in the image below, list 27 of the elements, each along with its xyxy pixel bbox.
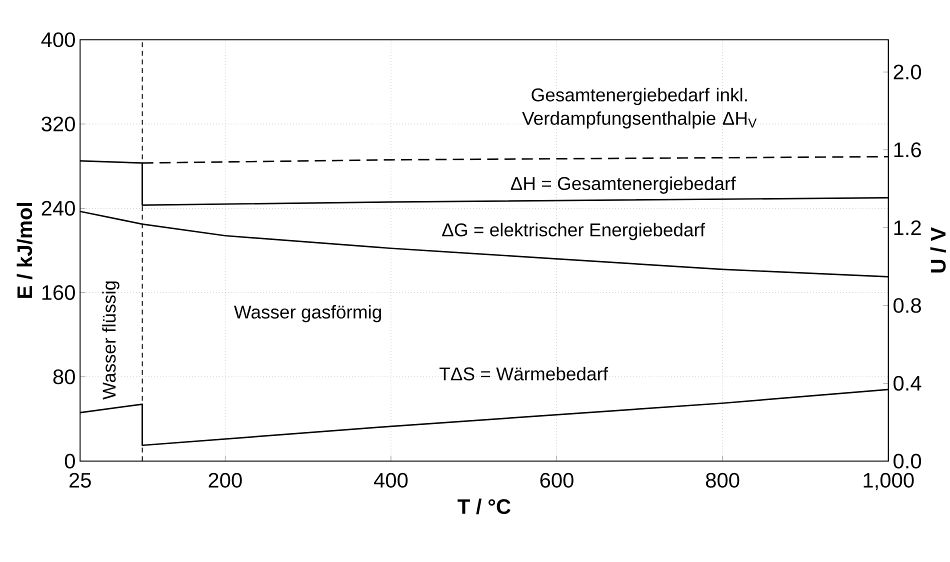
y-tick-label: 0 bbox=[64, 454, 75, 469]
y2-tick-label: 0.0 bbox=[894, 454, 922, 469]
y2-tick-label: 0.4 bbox=[894, 376, 922, 391]
y-tick-label: 400 bbox=[41, 32, 75, 48]
series-label: Gesamtenergiebedarf inkl. Verdampfungsenthalpie ΔH$_{V}$ bbox=[522, 88, 757, 129]
y-tick-label: 320 bbox=[42, 116, 75, 132]
series-label: ΔG = elektrischer Energiebedarf bbox=[442, 222, 706, 240]
x-tick-label: 400 bbox=[374, 472, 408, 488]
series-label: TΔS = Wärmebedarf bbox=[440, 366, 608, 381]
y2-tick-label: 0.8 bbox=[894, 298, 921, 313]
annotation: Wasser gasförmig bbox=[234, 305, 381, 322]
y2-tick-label: 2.0 bbox=[894, 64, 922, 80]
y-tick-label: 80 bbox=[53, 370, 75, 384]
y-tick-label: 240 bbox=[42, 200, 75, 216]
series-label: ΔH = Gesamtenergiebedarf bbox=[510, 176, 736, 194]
y-tick-label: 160 bbox=[42, 285, 75, 300]
annotation: Wasser flüssig bbox=[102, 282, 120, 400]
x-tick-label: 200 bbox=[208, 472, 242, 488]
x-tick-label: 600 bbox=[540, 472, 574, 488]
x-tick-label: 1,000 bbox=[864, 472, 914, 490]
x-tick-label: 800 bbox=[706, 472, 740, 488]
x-tick-label: 25 bbox=[70, 472, 91, 488]
y2-axis-title: U / V bbox=[930, 227, 946, 273]
y2-tick-label: 1.6 bbox=[894, 142, 921, 158]
x-axis-title: T / °C bbox=[458, 498, 511, 514]
y2-tick-label: 1.2 bbox=[894, 220, 921, 236]
y-axis-title: E / kJ/mol bbox=[16, 203, 32, 298]
